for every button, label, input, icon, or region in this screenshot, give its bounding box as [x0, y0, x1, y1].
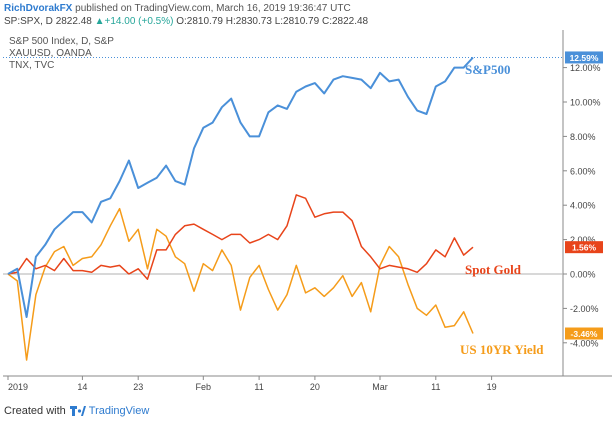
- series-annotation: Spot Gold: [465, 262, 522, 277]
- y-tick-label: -4.00%: [570, 338, 599, 348]
- close-value: C:2822.48: [321, 16, 369, 27]
- low-value: L:2810.79: [274, 16, 320, 27]
- x-tick-label: 14: [77, 382, 87, 392]
- last-value-badge-bg: [565, 51, 603, 64]
- series-line-2: [7, 207, 474, 361]
- last-value-badge-bg: [565, 327, 603, 340]
- y-tick-label: 12.00%: [570, 63, 601, 73]
- series-annotation: US 10YR Yield: [460, 342, 544, 357]
- last-value-badge-bg: [565, 241, 603, 254]
- series-line-0: [7, 56, 474, 318]
- x-tick-label: Mar: [372, 382, 388, 392]
- price-change: +14.00 (+0.5%): [104, 16, 174, 27]
- high-value: H:2830.73: [225, 16, 272, 27]
- x-tick-label: Feb: [196, 382, 212, 392]
- legend-series-spx[interactable]: S&P 500 Index, D, S&P: [9, 36, 114, 47]
- last-value-badge: -3.46%: [571, 329, 598, 339]
- chart-value-labels: 12.59% 1.56% -3.46% S&P500 Spot Gold US 10YR …: [460, 51, 603, 357]
- chart-legend: S&P 500 Index, D, S&P XAUUSD, OANDA TNX,…: [9, 36, 114, 72]
- y-tick-label: 2.00%: [570, 235, 596, 245]
- line-chart: -4.00% -2.00% 0.00% 2.00% 4.00% 6.00% 8.00% 10.…: [3, 30, 612, 392]
- x-tick-label: 11: [431, 382, 440, 392]
- chart-axes: -4.00% -2.00% 0.00% 2.00% 4.00% 6.00% 8.00% 10.…: [3, 30, 612, 392]
- legend-series-xauusd[interactable]: XAUUSD, OANDA: [9, 48, 92, 59]
- x-tick-label: 23: [133, 382, 143, 392]
- last-value-badge: 1.56%: [572, 242, 597, 252]
- y-tick-label: 4.00%: [570, 201, 596, 211]
- last-price: 2822.48: [55, 16, 92, 27]
- x-tick-label: 19: [487, 382, 497, 392]
- open-value: O:2810.79: [176, 16, 223, 27]
- published-text: published on TradingView.com, March 16, …: [75, 3, 351, 14]
- publish-line: RichDvorakFX published on TradingView.co…: [4, 3, 351, 15]
- series-line-1: [7, 194, 474, 280]
- x-tick-label: 11: [254, 382, 263, 392]
- symbol-line: SP:SPX, D 2822.48 ▲+14.00 (+0.5%) O:2810…: [4, 16, 368, 28]
- created-with-label: Created with: [4, 405, 66, 417]
- x-tick-label: 20: [310, 382, 320, 392]
- y-tick-label: 0.00%: [570, 270, 596, 280]
- legend-series-tnx[interactable]: TNX, TVC: [9, 60, 55, 71]
- x-tick-label: 2019: [8, 382, 28, 392]
- last-value-badge: 12.59%: [570, 53, 599, 63]
- symbol-name: SP:SPX, D: [4, 16, 53, 27]
- y-tick-label: 6.00%: [570, 166, 596, 176]
- publish-header: RichDvorakFX published on TradingView.co…: [0, 0, 612, 30]
- author-link[interactable]: RichDvorakFX: [4, 3, 73, 14]
- y-tick-label: 8.00%: [570, 132, 596, 142]
- chart-series-lines: [7, 56, 474, 361]
- y-tick-label: 10.00%: [570, 98, 601, 108]
- series-annotation: S&P500: [465, 62, 511, 77]
- up-triangle-icon: ▲: [94, 16, 105, 27]
- tradingview-link[interactable]: TradingView: [88, 405, 150, 417]
- footer: Created with TradingView: [4, 405, 149, 417]
- y-tick-label: -2.00%: [570, 304, 599, 314]
- tradingview-logo-icon: [69, 405, 86, 416]
